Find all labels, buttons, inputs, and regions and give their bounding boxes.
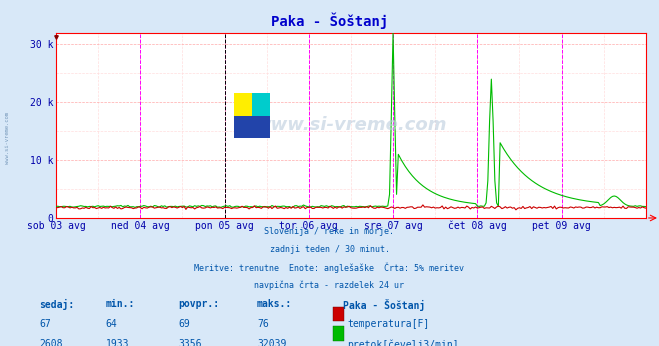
Text: min.:: min.:: [105, 299, 135, 309]
Bar: [234, 116, 252, 138]
Text: temperatura[F]: temperatura[F]: [347, 319, 430, 329]
Text: 69: 69: [178, 319, 190, 329]
Text: 3356: 3356: [178, 339, 202, 346]
Text: Meritve: trenutne  Enote: anglešaške  Črta: 5% meritev: Meritve: trenutne Enote: anglešaške Črta…: [194, 263, 465, 273]
Text: povpr.:: povpr.:: [178, 299, 219, 309]
Text: 76: 76: [257, 319, 269, 329]
Text: Paka - Šoštanj: Paka - Šoštanj: [343, 299, 425, 311]
Text: 2608: 2608: [40, 339, 63, 346]
Text: 64: 64: [105, 319, 117, 329]
Text: navpična črta - razdelek 24 ur: navpična črta - razdelek 24 ur: [254, 281, 405, 290]
Text: www.si-vreme.com: www.si-vreme.com: [5, 112, 11, 164]
Bar: [252, 116, 270, 138]
Text: 32039: 32039: [257, 339, 287, 346]
Text: www.si-vreme.com: www.si-vreme.com: [254, 116, 447, 135]
Text: 67: 67: [40, 319, 51, 329]
Text: Slovenija / reke in morje.: Slovenija / reke in morje.: [264, 227, 395, 236]
Text: Paka - Šoštanj: Paka - Šoštanj: [271, 12, 388, 29]
Text: maks.:: maks.:: [257, 299, 292, 309]
Text: pretok[čevelj3/min]: pretok[čevelj3/min]: [347, 339, 459, 346]
Bar: [234, 93, 252, 116]
Text: 1933: 1933: [105, 339, 129, 346]
Bar: [252, 93, 270, 116]
Text: sedaj:: sedaj:: [40, 299, 74, 310]
Text: zadnji teden / 30 minut.: zadnji teden / 30 minut.: [270, 245, 389, 254]
